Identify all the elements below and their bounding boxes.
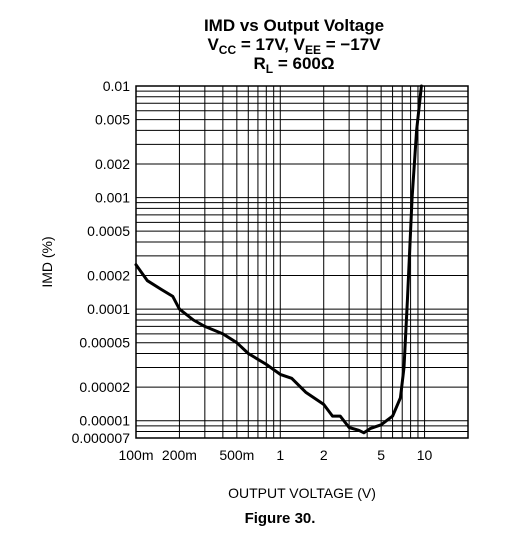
x-tick-label: 500m bbox=[219, 447, 254, 463]
y-tick-label: 0.0001 bbox=[87, 301, 130, 317]
plot-frame bbox=[135, 85, 469, 439]
series-layer bbox=[134, 84, 423, 435]
figure-caption: Figure 30. bbox=[245, 510, 316, 527]
x-tick-label: 10 bbox=[417, 447, 433, 463]
chart-title-line1: IMD vs Output Voltage bbox=[204, 16, 384, 35]
series-line bbox=[134, 84, 423, 435]
chart-title-line2: VCC = 17V, VEE = −17V bbox=[207, 35, 381, 57]
x-tick-labels: 100m 200m 500m 1 2 5 10 bbox=[118, 447, 432, 463]
x-tick-label: 1 bbox=[276, 447, 284, 463]
x-tick-label: 2 bbox=[320, 447, 328, 463]
x-tick-label: 200m bbox=[162, 447, 197, 463]
chart-title-line3: RL = 600Ω bbox=[254, 54, 335, 76]
grid bbox=[136, 86, 468, 438]
x-tick-label: 100m bbox=[118, 447, 153, 463]
x-axis-label: OUTPUT VOLTAGE (V) bbox=[228, 485, 376, 501]
y-axis-label: IMD (%) bbox=[39, 236, 55, 287]
y-tick-labels: 0.01 0.005 0.002 0.001 0.0005 0.0002 0.0001 0.0… bbox=[72, 78, 131, 446]
x-tick-label: 5 bbox=[377, 447, 385, 463]
y-tick-label: 0.01 bbox=[103, 78, 130, 94]
y-tick-label: 0.00001 bbox=[79, 413, 130, 429]
y-tick-label: 0.001 bbox=[95, 190, 130, 206]
y-tick-label: 0.000007 bbox=[72, 430, 131, 446]
y-tick-label: 0.005 bbox=[95, 112, 130, 128]
y-tick-label: 0.00002 bbox=[79, 379, 130, 395]
y-tick-label: 0.0005 bbox=[87, 223, 130, 239]
y-tick-label: 0.0002 bbox=[87, 268, 130, 284]
y-tick-label: 0.00005 bbox=[79, 335, 130, 351]
y-tick-label: 0.002 bbox=[95, 156, 130, 172]
